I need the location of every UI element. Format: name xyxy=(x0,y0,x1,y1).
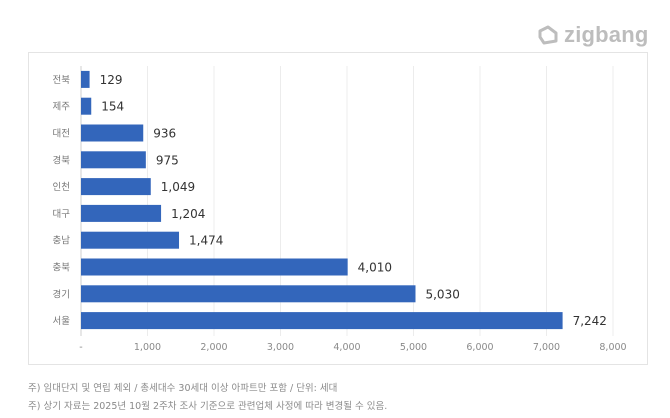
bar xyxy=(81,204,162,222)
chart-frame xyxy=(28,52,648,365)
bar xyxy=(81,312,563,330)
data-label: 1,474 xyxy=(189,234,223,248)
bar xyxy=(81,178,151,196)
x-tick-label: 5,000 xyxy=(400,342,427,353)
x-tick-label: 4,000 xyxy=(333,342,360,353)
bar xyxy=(81,124,144,142)
bar xyxy=(81,285,416,303)
category-label: 인천 xyxy=(53,182,70,193)
category-label: 서울 xyxy=(53,316,71,327)
zigbang-logo: zigbang xyxy=(536,22,649,48)
x-tick-label: - xyxy=(79,342,82,353)
data-label: 1,204 xyxy=(171,207,205,221)
data-label: 154 xyxy=(101,100,124,114)
footnote-2: 주) 상기 자료는 2025년 10월 2주차 조사 기준으로 관련업체 사정에… xyxy=(28,401,388,412)
bar xyxy=(81,151,146,169)
data-label: 129 xyxy=(100,73,123,87)
x-tick-label: 2,000 xyxy=(200,342,227,353)
category-label: 대전 xyxy=(53,129,70,140)
zigbang-logo-icon xyxy=(538,25,558,45)
category-label: 제주 xyxy=(53,102,71,113)
x-tick-label: 8,000 xyxy=(599,342,626,353)
category-label: 대구 xyxy=(53,209,71,220)
category-label: 경북 xyxy=(53,154,71,166)
logo-text: zigbang xyxy=(564,22,649,47)
x-tick-label: 6,000 xyxy=(466,342,493,353)
x-tick-label: 3,000 xyxy=(267,342,294,353)
category-label: 전북 xyxy=(53,75,71,86)
data-label: 936 xyxy=(153,127,176,141)
bar xyxy=(81,70,90,88)
category-label: 충남 xyxy=(53,236,71,247)
category-label: 경기 xyxy=(53,288,70,300)
bar xyxy=(81,258,348,276)
data-label: 5,030 xyxy=(425,287,459,301)
bar xyxy=(81,97,92,115)
bar xyxy=(81,231,180,249)
data-label: 975 xyxy=(156,153,179,167)
data-label: 1,049 xyxy=(161,180,195,194)
x-tick-label: 1,000 xyxy=(134,342,161,353)
footnote-1: 주) 임대단지 및 연립 제외 / 총세대수 30세대 이상 아파트만 포함 /… xyxy=(28,383,338,394)
data-label: 7,242 xyxy=(573,314,607,328)
data-label: 4,010 xyxy=(358,261,392,275)
x-tick-label: 7,000 xyxy=(533,342,560,353)
category-label: 충북 xyxy=(53,263,71,274)
